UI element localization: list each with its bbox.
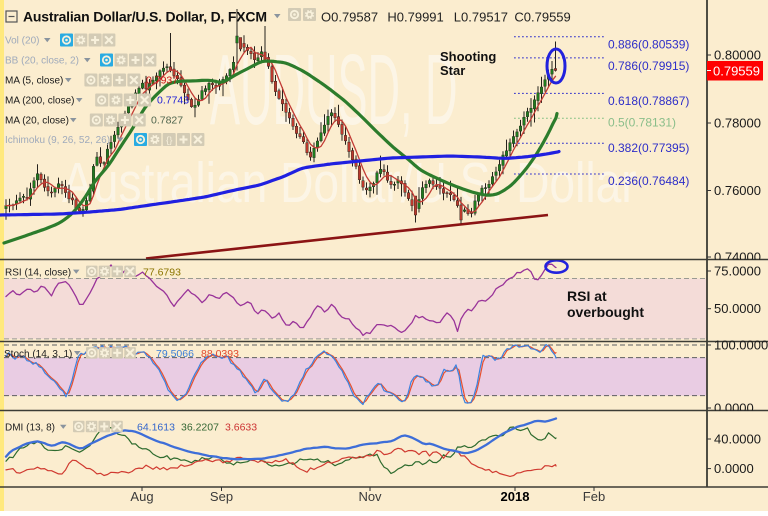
svg-text:0.0000: 0.0000 bbox=[714, 461, 754, 476]
svg-text:Shooting: Shooting bbox=[440, 49, 496, 64]
svg-text:Australian Dollar/U.S. Dollar,: Australian Dollar/U.S. Dollar, D, FXCM bbox=[23, 9, 267, 25]
svg-text:0.5(0.78131): 0.5(0.78131) bbox=[608, 116, 676, 130]
svg-text:79.5066: 79.5066 bbox=[156, 348, 194, 360]
svg-text:0.7937: 0.7937 bbox=[146, 75, 178, 87]
svg-text:L0.79517: L0.79517 bbox=[454, 10, 508, 25]
svg-text:0.78000: 0.78000 bbox=[714, 116, 761, 131]
svg-text:Ichimoku (9, 26, 52, 26): Ichimoku (9, 26, 52, 26) bbox=[5, 135, 110, 146]
svg-text:Aug: Aug bbox=[130, 489, 153, 504]
svg-text:36.2207: 36.2207 bbox=[181, 421, 219, 433]
svg-text:Nov: Nov bbox=[358, 489, 382, 504]
svg-text:0.618(0.78867): 0.618(0.78867) bbox=[608, 94, 689, 108]
svg-text:MA (20, close): MA (20, close) bbox=[5, 116, 69, 127]
svg-text:RSI at: RSI at bbox=[567, 288, 607, 304]
svg-text:0.0000: 0.0000 bbox=[714, 401, 754, 416]
svg-text:0.80000: 0.80000 bbox=[714, 48, 761, 63]
svg-text:75.0000: 75.0000 bbox=[714, 264, 761, 279]
svg-text:DMI (13, 8): DMI (13, 8) bbox=[5, 422, 55, 433]
svg-text:50.0000: 50.0000 bbox=[714, 301, 761, 316]
svg-text:C0.79559: C0.79559 bbox=[514, 10, 570, 25]
svg-text:64.1613: 64.1613 bbox=[137, 421, 175, 433]
svg-text:40.0000: 40.0000 bbox=[714, 432, 761, 447]
svg-text:overbought: overbought bbox=[567, 304, 644, 320]
svg-text:0.7743: 0.7743 bbox=[157, 95, 189, 107]
svg-text:0.786(0.79915): 0.786(0.79915) bbox=[608, 59, 689, 73]
svg-text:Sep: Sep bbox=[210, 489, 233, 504]
svg-text:0.382(0.77395): 0.382(0.77395) bbox=[608, 141, 689, 155]
svg-text:88.0393: 88.0393 bbox=[201, 348, 239, 360]
svg-text:MA (200, close): MA (200, close) bbox=[5, 96, 74, 107]
svg-text:0.886(0.80539): 0.886(0.80539) bbox=[608, 38, 689, 52]
svg-text:{}: {} bbox=[166, 135, 172, 146]
svg-text:77.6793: 77.6793 bbox=[143, 266, 181, 278]
svg-text:Vol (20): Vol (20) bbox=[5, 36, 39, 47]
svg-text:Stoch (14, 3, 1): Stoch (14, 3, 1) bbox=[4, 349, 72, 360]
svg-text:0.236(0.76484): 0.236(0.76484) bbox=[608, 174, 689, 188]
svg-text:2018: 2018 bbox=[501, 489, 530, 504]
svg-text:0.76000: 0.76000 bbox=[714, 183, 761, 198]
svg-text:0.74000: 0.74000 bbox=[714, 250, 761, 265]
svg-text:100.0000: 100.0000 bbox=[714, 338, 768, 353]
svg-text:Feb: Feb bbox=[583, 489, 605, 504]
svg-text:O0.79587: O0.79587 bbox=[321, 10, 378, 25]
svg-text:0.7827: 0.7827 bbox=[151, 115, 183, 127]
svg-text:H0.79991: H0.79991 bbox=[387, 10, 443, 25]
svg-text:MA (5, close): MA (5, close) bbox=[5, 76, 63, 87]
svg-text:RSI (14, close): RSI (14, close) bbox=[5, 267, 71, 278]
svg-text:Star: Star bbox=[440, 63, 465, 78]
svg-text:3.6633: 3.6633 bbox=[225, 421, 257, 433]
svg-text:BB (20, close, 2): BB (20, close, 2) bbox=[5, 56, 79, 67]
svg-text:0.79559: 0.79559 bbox=[713, 64, 760, 79]
